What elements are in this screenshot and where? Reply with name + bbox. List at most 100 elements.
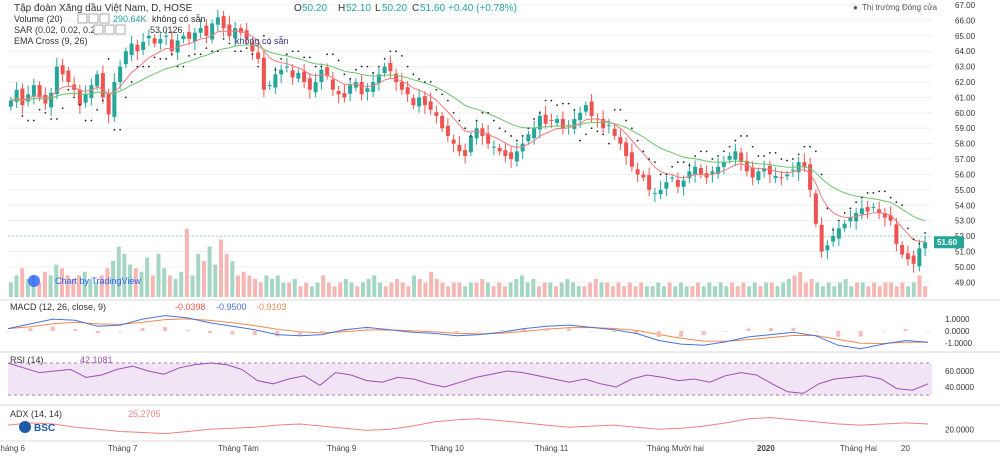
rsi-label: RSI (14): [10, 355, 44, 365]
macd-histogram-bar: [409, 331, 414, 333]
candle-body: [537, 115, 542, 130]
volume-bar: [877, 286, 882, 297]
volume-bar: [519, 275, 524, 297]
candle-body: [210, 23, 215, 40]
sar-dot: [901, 204, 904, 207]
volume-bar: [88, 279, 93, 297]
volume-bar: [99, 275, 104, 297]
candle-body: [215, 17, 220, 25]
macd-histogram-bar: [679, 331, 684, 337]
sar-dot: [216, 50, 219, 53]
price-tick-label: 60.00: [955, 109, 976, 118]
sar-dot: [619, 108, 622, 111]
macd-histogram-bar: [50, 326, 55, 331]
volume-bar: [377, 282, 382, 297]
sar-dot: [400, 54, 403, 57]
volume-bar: [446, 286, 451, 297]
market-status-dot: ●: [853, 3, 858, 12]
volume-bar: [741, 282, 746, 297]
candle-body: [388, 62, 393, 72]
sar-dot: [268, 42, 271, 45]
macd-histogram-bar: [432, 331, 437, 333]
sar-dot: [573, 108, 576, 111]
sar-dot: [705, 150, 708, 153]
volume-bar: [610, 286, 615, 297]
volume-bar: [883, 282, 888, 297]
candle-body: [532, 128, 537, 139]
sar-dot: [596, 130, 599, 133]
sar-dot: [648, 158, 651, 160]
sar-dot: [803, 145, 806, 148]
close-icon[interactable]: [99, 13, 110, 24]
time-axis-label: háng 6: [1, 444, 26, 453]
volume-bar: [775, 286, 780, 297]
open-value: 50.20: [302, 3, 327, 14]
candle-body: [244, 30, 249, 39]
price-tick-label: 51.00: [955, 247, 976, 256]
candle-body: [733, 151, 738, 160]
sar-dot: [843, 212, 846, 214]
volume-bar: [747, 286, 752, 297]
volume-bar: [548, 282, 553, 297]
volume-bar: [542, 282, 547, 297]
sar-dot: [44, 111, 47, 114]
volume-bar: [593, 279, 598, 297]
macd-histogram-bar: [6, 331, 10, 332]
candle-body: [250, 42, 255, 52]
candle-body: [917, 248, 922, 267]
time-axis-label: Tháng Hai: [840, 444, 877, 453]
candle-body: [169, 39, 174, 52]
volume-bar: [832, 286, 837, 297]
close-icon[interactable]: [115, 24, 126, 35]
volume-bar: [292, 279, 297, 297]
volume-bar: [917, 275, 922, 297]
volume-bar: [860, 282, 865, 297]
settings-icon[interactable]: [104, 24, 115, 35]
rsi-tick-label: 40.0000: [945, 383, 974, 392]
candle-body: [905, 253, 910, 260]
eye-icon[interactable]: [77, 13, 88, 24]
candle-body: [146, 35, 151, 39]
sar-dot: [423, 81, 426, 83]
volume-bar: [315, 282, 320, 297]
sar-dot: [84, 119, 87, 122]
sar-dot: [136, 65, 139, 68]
candle-body: [141, 41, 146, 50]
sar-dot: [32, 119, 35, 122]
settings-icon[interactable]: [88, 13, 99, 24]
volume-bar: [287, 282, 292, 297]
sar-dot: [487, 111, 490, 114]
time-axis: háng 6 Tháng 7 Tháng Tám Tháng 9 Tháng 10 Thá…: [1, 444, 911, 453]
sar-dot: [895, 201, 898, 204]
sar-dot: [751, 145, 754, 148]
candle-body: [313, 82, 318, 93]
candle-body: [773, 176, 778, 179]
tradingview-watermark[interactable]: Chart by TradingView: [55, 276, 141, 286]
candle-body: [112, 82, 117, 117]
sar-dot: [27, 119, 30, 122]
volume-bar: [48, 275, 53, 297]
candle-body: [451, 139, 456, 144]
eye-icon[interactable]: [93, 24, 104, 35]
macd-histogram-bar: [477, 331, 482, 332]
macd-histogram-bar: [185, 330, 190, 331]
candle-body: [164, 35, 169, 37]
volume-bar: [258, 282, 263, 297]
sar-dot: [360, 65, 363, 68]
volume-bar: [730, 282, 735, 297]
volume-bar: [236, 275, 240, 297]
sar-dot: [820, 173, 823, 176]
sar-dot: [142, 65, 145, 68]
price-tick-label: 52.00: [955, 232, 976, 241]
candle-body: [49, 92, 54, 108]
volume-bar: [201, 261, 206, 297]
candle-body: [342, 93, 347, 98]
indicator-controls[interactable]: [77, 13, 110, 24]
candle-body: [359, 82, 364, 95]
volume-bar: [451, 282, 456, 297]
volume-bar: [673, 286, 678, 297]
candle-body: [95, 74, 100, 87]
sar-dot: [452, 111, 455, 114]
